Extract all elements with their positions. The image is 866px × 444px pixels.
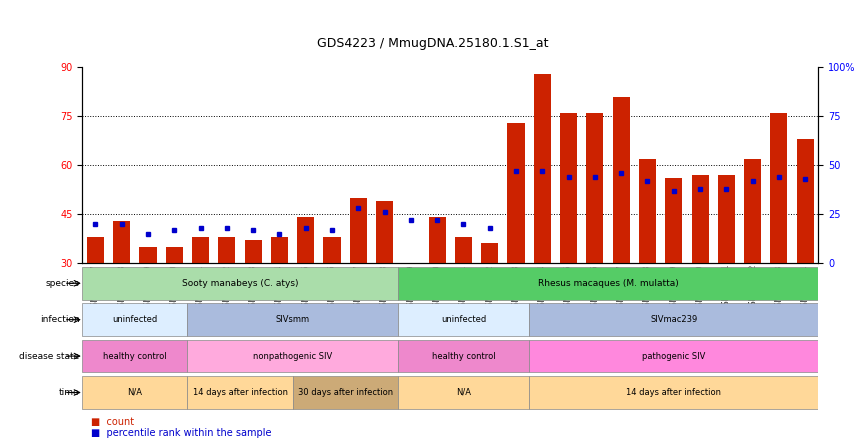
Text: nonpathogenic SIV: nonpathogenic SIV xyxy=(253,352,333,361)
Text: pathogenic SIV: pathogenic SIV xyxy=(642,352,706,361)
Text: time: time xyxy=(59,388,80,397)
Text: SIVsmm: SIVsmm xyxy=(275,315,310,324)
Bar xyxy=(397,376,529,409)
Bar xyxy=(481,243,498,263)
Bar xyxy=(529,340,818,373)
Bar xyxy=(397,340,529,373)
Text: 30 days after infection: 30 days after infection xyxy=(298,388,392,397)
Bar xyxy=(507,123,525,263)
Text: 14 days after infection: 14 days after infection xyxy=(626,388,721,397)
Bar xyxy=(82,267,397,300)
Text: 14 days after infection: 14 days after infection xyxy=(192,388,288,397)
Text: healthy control: healthy control xyxy=(431,352,495,361)
Bar xyxy=(297,217,314,263)
Bar xyxy=(612,97,630,263)
Bar xyxy=(744,159,761,263)
Bar xyxy=(192,237,209,263)
Text: infection: infection xyxy=(40,315,80,324)
Text: uninfected: uninfected xyxy=(113,315,158,324)
Bar xyxy=(665,178,682,263)
Bar xyxy=(244,240,262,263)
Text: ■  percentile rank within the sample: ■ percentile rank within the sample xyxy=(91,428,271,438)
Bar xyxy=(82,340,187,373)
Bar xyxy=(797,139,814,263)
Bar xyxy=(639,159,656,263)
Text: healthy control: healthy control xyxy=(103,352,166,361)
Bar xyxy=(187,303,397,336)
Bar xyxy=(271,237,288,263)
Bar xyxy=(692,175,708,263)
Bar xyxy=(82,303,187,336)
Bar xyxy=(529,303,818,336)
Bar xyxy=(376,201,393,263)
Bar xyxy=(718,175,735,263)
Bar xyxy=(218,237,236,263)
Text: Rhesus macaques (M. mulatta): Rhesus macaques (M. mulatta) xyxy=(538,279,678,288)
Bar xyxy=(187,340,397,373)
Bar xyxy=(82,376,187,409)
Text: GDS4223 / MmugDNA.25180.1.S1_at: GDS4223 / MmugDNA.25180.1.S1_at xyxy=(317,37,549,50)
Bar xyxy=(87,237,104,263)
Bar xyxy=(455,237,472,263)
Bar xyxy=(165,246,183,263)
Bar xyxy=(533,74,551,263)
Bar xyxy=(586,113,604,263)
Text: SIVmac239: SIVmac239 xyxy=(650,315,697,324)
Bar xyxy=(771,113,787,263)
Bar xyxy=(293,376,397,409)
Text: species: species xyxy=(46,279,80,288)
Bar xyxy=(397,303,529,336)
Bar xyxy=(560,113,577,263)
Text: N/A: N/A xyxy=(127,388,142,397)
Bar xyxy=(429,217,446,263)
Text: uninfected: uninfected xyxy=(441,315,486,324)
Text: N/A: N/A xyxy=(456,388,471,397)
Bar xyxy=(113,221,130,263)
Bar xyxy=(529,376,818,409)
Bar xyxy=(324,237,340,263)
Bar xyxy=(397,267,818,300)
Text: ■  count: ■ count xyxy=(91,417,134,427)
Bar xyxy=(139,246,157,263)
Text: Sooty manabeys (C. atys): Sooty manabeys (C. atys) xyxy=(182,279,298,288)
Text: disease state: disease state xyxy=(19,352,80,361)
Bar xyxy=(350,198,367,263)
Bar xyxy=(187,376,293,409)
